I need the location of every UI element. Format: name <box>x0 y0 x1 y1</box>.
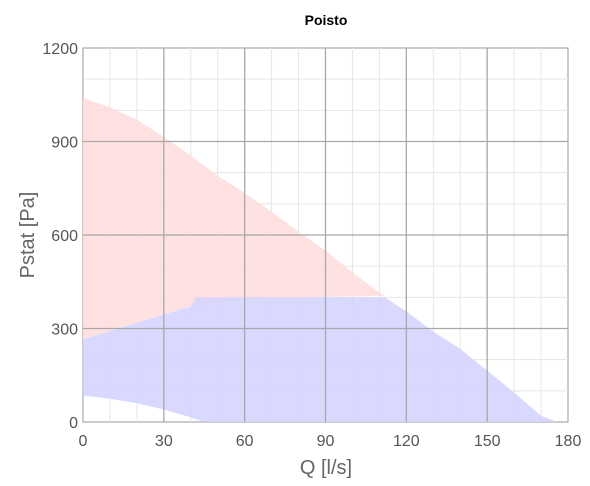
x-tick-label: 60 <box>236 433 254 450</box>
major-grid <box>83 48 568 422</box>
x-tick-label: 30 <box>155 433 173 450</box>
series-area-1 <box>83 97 385 340</box>
x-tick-label: 180 <box>555 433 582 450</box>
x-axis-label: Q [l/s] <box>300 457 352 479</box>
plot-area <box>82 47 569 423</box>
y-tick-label: 600 <box>51 228 78 245</box>
y-tick-label: 300 <box>51 322 78 339</box>
x-tick-label: 150 <box>474 433 501 450</box>
y-axis-label: Pstat [Pa] <box>17 192 39 279</box>
x-tick-labels: 0 30 60 90 120 150 180 <box>79 433 582 450</box>
x-tick-label: 0 <box>79 433 88 450</box>
y-tick-label: 1200 <box>42 41 78 58</box>
y-tick-label: 0 <box>69 415 78 432</box>
y-tick-labels: 0 300 600 900 1200 <box>42 41 78 432</box>
y-tick-label: 900 <box>51 135 78 152</box>
x-tick-label: 120 <box>393 433 420 450</box>
x-tick-label: 90 <box>317 433 335 450</box>
chart-title: Poisto <box>305 12 348 28</box>
